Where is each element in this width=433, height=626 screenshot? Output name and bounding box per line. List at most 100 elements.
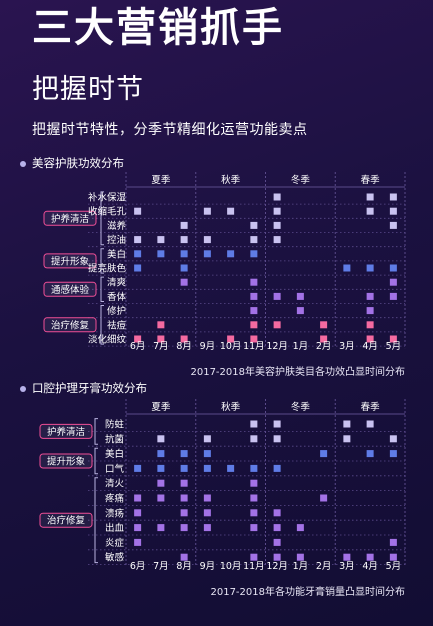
effect-marker	[134, 236, 142, 244]
effect-marker	[203, 250, 211, 258]
season-label: 冬季	[291, 174, 311, 186]
effect-marker	[366, 292, 374, 300]
row-label: 淡化细纹	[88, 334, 127, 346]
effect-marker	[250, 420, 258, 428]
effect-marker	[180, 509, 188, 517]
effect-marker	[157, 435, 165, 443]
effect-marker	[203, 207, 211, 215]
effect-marker	[180, 464, 188, 472]
season-label: 春季	[361, 401, 381, 413]
effect-marker	[273, 207, 281, 215]
effect-marker	[250, 524, 258, 532]
group-bracket	[94, 447, 98, 475]
effect-marker	[180, 221, 188, 229]
effect-marker	[134, 494, 142, 502]
effect-marker	[203, 236, 211, 244]
effect-marker	[227, 464, 235, 472]
chart1-caption: 2017-2018年美容护肤类目各功效凸显时间分布	[190, 367, 405, 378]
effect-marker	[273, 420, 281, 428]
group-bracket	[94, 418, 98, 445]
row-label: 疼痛	[105, 493, 125, 505]
season-label: 夏季	[151, 401, 171, 413]
effect-marker	[273, 321, 281, 329]
row-label: 溃疡	[105, 507, 125, 519]
month-label: 10月	[220, 561, 242, 572]
effect-marker	[250, 236, 258, 244]
effect-marker	[389, 450, 397, 458]
season-label: 秋季	[221, 174, 241, 186]
effect-marker	[273, 464, 281, 472]
row-label: 控油	[107, 234, 126, 246]
effect-marker	[157, 236, 165, 244]
season-label: 秋季	[221, 401, 241, 413]
group-bracket	[94, 477, 98, 564]
effect-marker	[273, 236, 281, 244]
effect-marker	[273, 292, 281, 300]
row-label: 口气	[105, 463, 125, 475]
group-label: 护养清洁	[51, 213, 89, 225]
row-label: 清火	[105, 478, 125, 490]
group-label-box	[43, 210, 97, 226]
effect-marker	[157, 494, 165, 502]
effect-marker	[389, 292, 397, 300]
effect-marker	[366, 321, 374, 329]
effect-marker	[180, 236, 188, 244]
row-label: 祛痘	[107, 319, 127, 331]
effect-marker	[250, 221, 258, 229]
effect-marker	[180, 494, 188, 502]
effect-marker	[389, 553, 397, 561]
month-label: 6月	[130, 341, 146, 352]
effect-marker	[296, 292, 304, 300]
effect-marker	[250, 307, 258, 315]
effect-marker	[366, 335, 374, 343]
month-label: 7月	[153, 341, 169, 352]
month-label: 12月	[266, 341, 288, 352]
effect-marker	[134, 464, 142, 472]
month-label: 3月	[339, 561, 355, 572]
group-label: 提升形象	[51, 255, 90, 267]
group-label-box	[39, 423, 93, 439]
effect-marker	[157, 524, 165, 532]
effect-marker	[343, 420, 351, 428]
effect-marker	[134, 264, 142, 272]
effect-marker	[203, 450, 211, 458]
row-label: 补水保湿	[88, 192, 127, 204]
effect-marker	[320, 321, 328, 329]
row-label: 敏感	[105, 552, 125, 564]
group-bracket	[100, 248, 104, 274]
season-label: 夏季	[151, 174, 171, 186]
month-label: 4月	[362, 561, 378, 572]
effect-marker	[250, 321, 258, 329]
effect-marker	[180, 479, 188, 487]
effect-marker	[366, 207, 374, 215]
group-label: 治疗修复	[51, 319, 90, 331]
effect-marker	[296, 307, 304, 315]
effect-marker	[389, 207, 397, 215]
effect-marker	[227, 335, 235, 343]
season-label: 冬季	[291, 401, 311, 413]
group-label-box	[39, 512, 93, 528]
effect-marker	[250, 278, 258, 286]
row-label: 滋养	[107, 220, 127, 232]
effect-marker	[203, 524, 211, 532]
bullet-dot-icon	[20, 385, 26, 392]
effect-marker	[203, 435, 211, 443]
row-label: 炎症	[105, 537, 125, 549]
effect-marker	[389, 221, 397, 229]
effect-marker	[250, 553, 258, 561]
effect-marker	[366, 307, 374, 315]
effect-marker	[203, 494, 211, 502]
row-label: 香体	[107, 291, 127, 303]
effect-marker	[134, 207, 142, 215]
effect-marker	[157, 250, 165, 258]
page-subtitle: 把握时节	[32, 74, 144, 105]
effect-marker	[320, 450, 328, 458]
row-label: 出血	[105, 522, 125, 534]
effect-marker	[273, 221, 281, 229]
group-label-box	[39, 453, 93, 469]
group-label: 提升形象	[47, 456, 86, 468]
group-label: 通感体验	[51, 284, 90, 296]
row-label: 收缩毛孔	[88, 206, 127, 218]
chart1-title-text: 美容护肤功效分布	[32, 156, 124, 170]
page-tagline: 把握时节特性，分季节精细化运营功能卖点	[32, 122, 308, 138]
